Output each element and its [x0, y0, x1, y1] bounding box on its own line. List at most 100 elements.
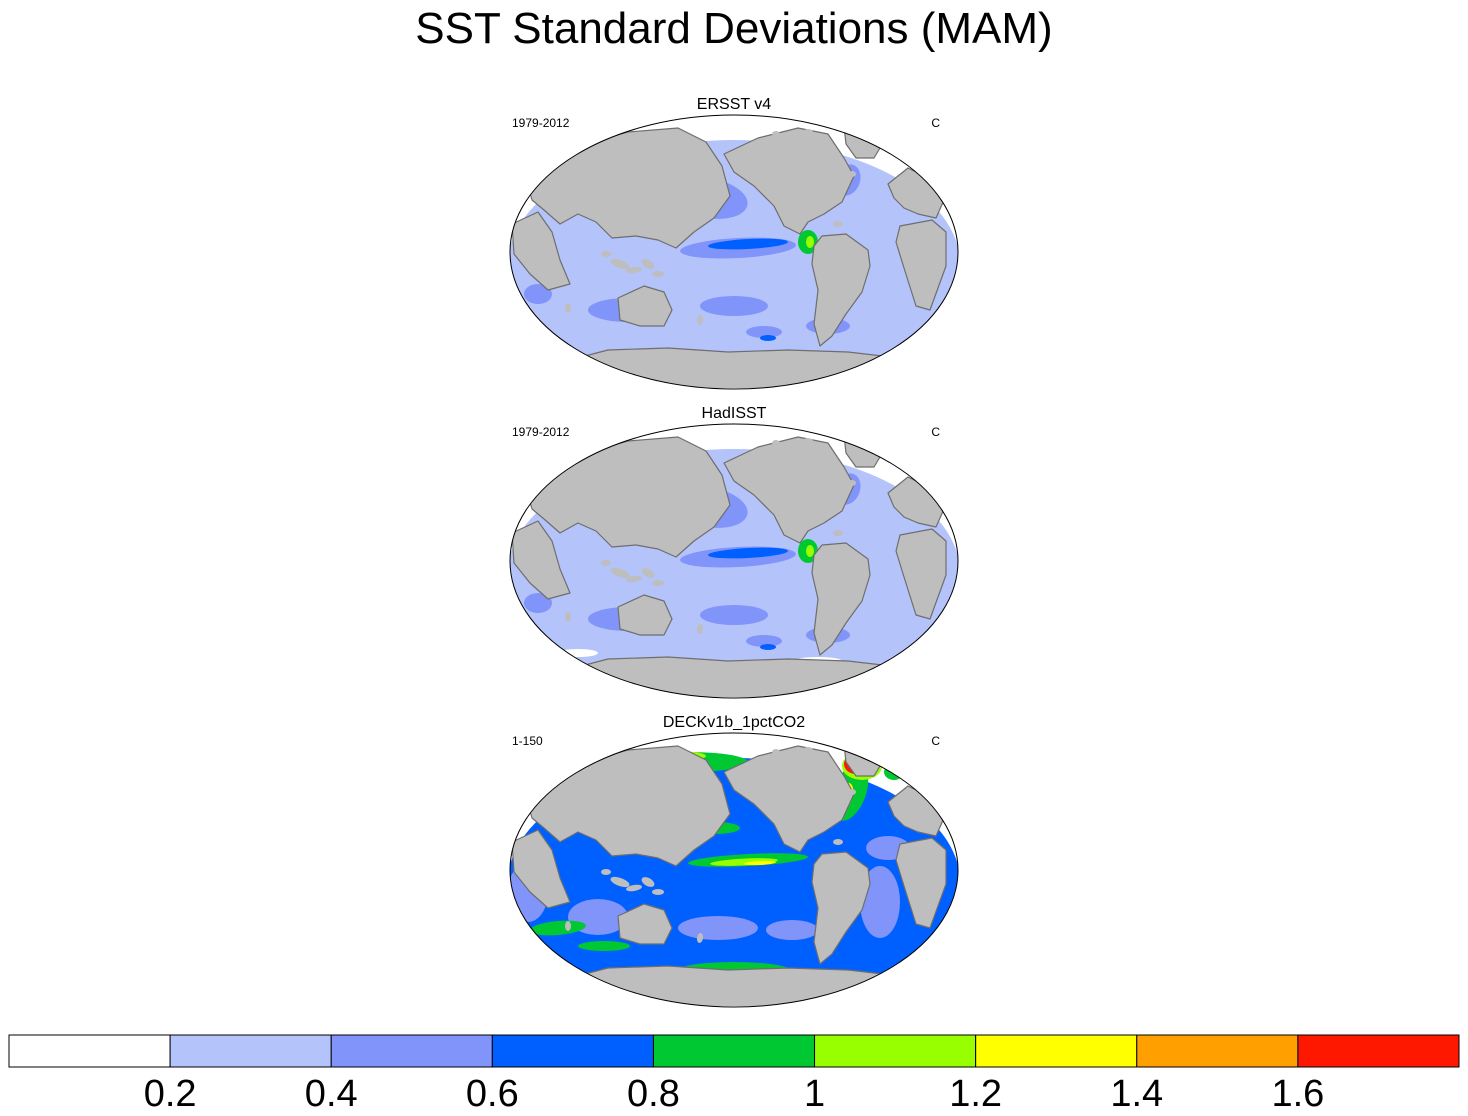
colorbar-bin-4	[652, 1034, 816, 1068]
land-island-9	[818, 141, 830, 147]
land-island-1	[626, 266, 642, 274]
land-island-7	[696, 933, 704, 943]
land-island-11	[565, 612, 571, 622]
land-island-9	[818, 759, 830, 765]
colorbar-tick-label: 1.6	[1271, 1073, 1325, 1115]
colorbar-bin-1	[169, 1034, 332, 1068]
world-map-hadisst	[509, 423, 959, 699]
land-south-america	[811, 542, 871, 656]
colorbar	[8, 1034, 1460, 1068]
map-frame	[509, 423, 959, 699]
land-island-1	[626, 884, 642, 892]
land-island-7	[696, 315, 704, 325]
land-south-america	[811, 233, 871, 347]
land-island-6	[680, 838, 688, 850]
colorbar-bin-8	[1297, 1034, 1460, 1068]
region-equatorial-pacific-core	[708, 238, 788, 250]
land-island-13	[772, 749, 780, 755]
land-australia	[617, 594, 673, 636]
region-arctic-siberia-max	[596, 749, 612, 755]
land-island-6	[680, 220, 688, 232]
land-antarctica	[561, 656, 917, 698]
panel-period-label: 1979-2012	[512, 425, 570, 439]
panel-title: HadISST	[701, 405, 767, 422]
land-island-0	[610, 258, 630, 270]
colorbar-bin-3	[491, 1034, 654, 1068]
land-island-2	[641, 259, 655, 269]
land-island-7	[696, 624, 704, 634]
land-island-4	[652, 580, 664, 586]
region-equatorial-pacific-max	[744, 860, 776, 866]
land-island-5	[708, 507, 720, 523]
region-indian-west	[524, 593, 552, 613]
land-africa-east	[895, 219, 947, 311]
land-island-0	[610, 876, 630, 888]
land-africa-east	[895, 528, 947, 620]
land-africa-east	[895, 837, 947, 929]
panel-title: ERSST v4	[696, 96, 772, 113]
land-island-3	[601, 251, 611, 257]
region-southern-ocean	[746, 635, 782, 647]
land-africa	[511, 829, 571, 909]
land-island-2	[641, 568, 655, 578]
land-australia	[617, 903, 673, 945]
world-map-model	[509, 732, 959, 1008]
land-island-12	[803, 747, 813, 753]
land-island-11	[565, 921, 571, 931]
map-content	[510, 733, 958, 1007]
land-antarctica	[561, 347, 917, 389]
colorbar-tick-label: 1.4	[1110, 1073, 1164, 1115]
land-island-10	[848, 789, 856, 795]
region-nino12-core	[806, 545, 814, 557]
land-australia	[617, 285, 673, 327]
land-south-america	[811, 851, 871, 965]
region-equatorial-pacific-core	[708, 547, 788, 559]
panel-units-label: C	[931, 734, 940, 748]
world-map-ersst	[509, 114, 959, 390]
land-eurasia	[527, 127, 731, 249]
panel-units-label: C	[931, 116, 940, 130]
land-island-8	[833, 839, 843, 845]
panel-units-label: C	[931, 425, 940, 439]
land-island-5	[708, 198, 720, 214]
land-island-9	[818, 450, 830, 456]
land-island-10	[848, 480, 856, 486]
map-frame	[509, 732, 959, 1008]
land-island-1	[626, 575, 642, 583]
colorbar-bin-6	[975, 1034, 1138, 1068]
region-nordic-seas	[884, 764, 904, 780]
colorbar-tick-label: 0.2	[143, 1073, 197, 1115]
region-indian-west	[524, 284, 552, 304]
region-south-pacific	[700, 605, 768, 625]
land-antarctica	[561, 965, 917, 1007]
land-island-4	[652, 889, 664, 895]
colorbar-tick-label: 0.4	[304, 1073, 358, 1115]
colorbar-tick-label: 0.6	[465, 1073, 519, 1115]
land-island-11	[565, 303, 571, 313]
land-island-10	[848, 171, 856, 177]
land-island-12	[803, 129, 813, 135]
land-africa	[511, 520, 571, 600]
region-south-pacific-east	[766, 920, 818, 940]
region-southern-ocean-core	[760, 644, 776, 650]
colorbar-tick-label: 0.8	[627, 1073, 680, 1115]
map-content	[510, 424, 958, 698]
region-south-pacific	[700, 296, 768, 316]
top-cutoff	[510, 115, 958, 126]
top-cutoff	[510, 424, 958, 435]
panel-title: DECKv1b_1pctCO2	[662, 714, 806, 731]
land-island-4	[652, 271, 664, 277]
colorbar-tick-label: 1.2	[949, 1073, 1003, 1115]
region-southern-ocean	[746, 326, 782, 338]
land-island-0	[610, 567, 630, 579]
land-island-8	[833, 221, 843, 227]
top-cutoff	[510, 733, 958, 744]
region-nino12-core	[806, 236, 814, 248]
land-island-2	[641, 877, 655, 887]
land-island-6	[680, 529, 688, 541]
panel-period-label: 1979-2012	[512, 116, 570, 130]
land-island-13	[772, 131, 780, 137]
figure-title: SST Standard Deviations (MAM)	[415, 4, 1053, 53]
colorbar-bin-2	[330, 1034, 493, 1068]
colorbar-bin-5	[814, 1034, 977, 1068]
